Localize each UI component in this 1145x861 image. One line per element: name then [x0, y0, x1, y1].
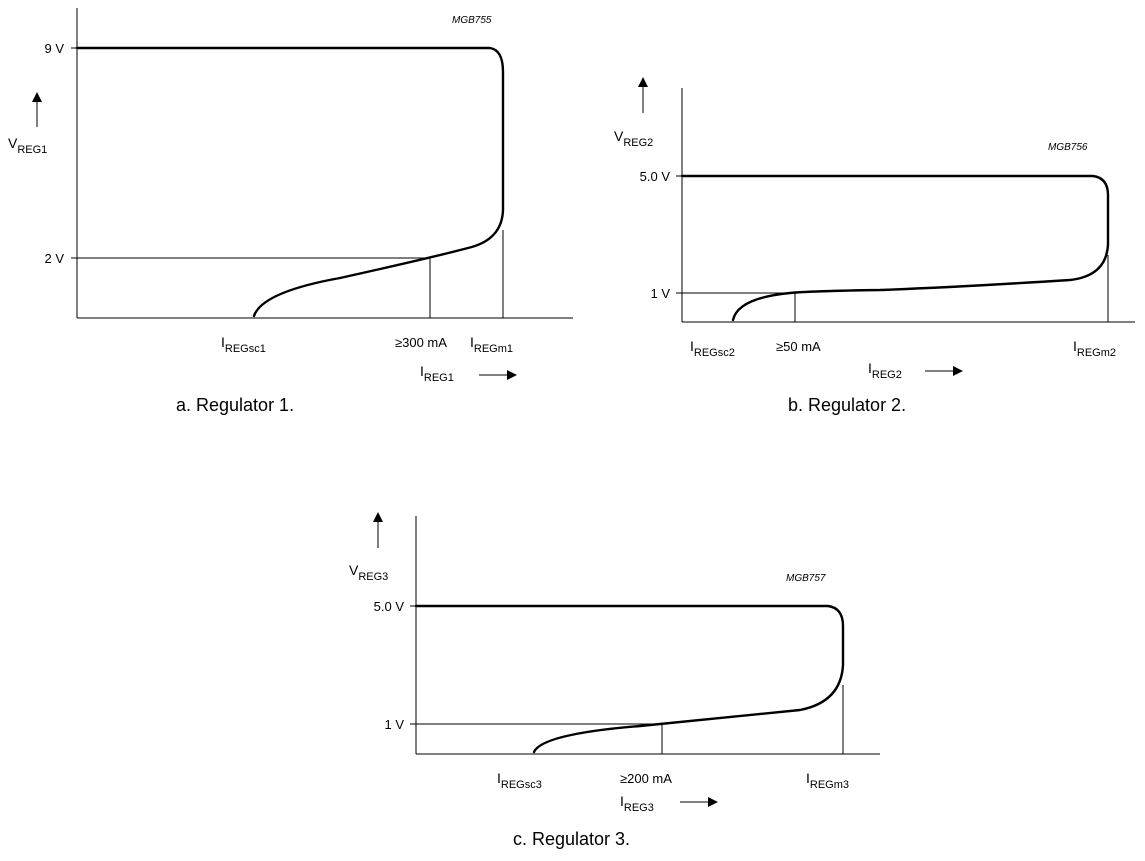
x-tick-label: IREGm3: [806, 770, 849, 791]
figure-code: MGB757: [786, 573, 826, 584]
characteristic-curve: [680, 174, 1110, 322]
figure-caption: c. Regulator 3.: [513, 829, 630, 849]
x-tick-label: IREGm2: [1073, 338, 1116, 359]
y-tick-label: 5.0 V: [374, 599, 405, 614]
x-tick-label: IREGsc2: [690, 338, 735, 359]
characteristic-curve: [414, 604, 845, 754]
y-axis-label: VREG1: [8, 135, 47, 156]
x-tick-label: ≥300 mA: [395, 335, 447, 350]
y-tick-label: 1 V: [384, 717, 404, 732]
x-axis-label: IREG1: [420, 363, 454, 384]
figure-caption: a. Regulator 1.: [176, 395, 294, 415]
chart-regulator-1: 9 V 2 V MGB755 VREG1 IREGsc1 ≥300 mA IRE…: [8, 8, 573, 415]
y-tick-label: 9 V: [44, 41, 64, 56]
y-tick-label: 5.0 V: [640, 169, 671, 184]
y-tick-label: 1 V: [650, 286, 670, 301]
figure-caption: b. Regulator 2.: [788, 395, 906, 415]
x-tick-label: IREGm1: [470, 334, 513, 355]
x-axis-label: IREG3: [620, 793, 654, 814]
chart-regulator-2: 5.0 V 1 V MGB756 VREG2 IREGsc2 ≥50 mA IR…: [614, 77, 1135, 415]
x-tick-label: ≥50 mA: [776, 339, 821, 354]
y-tick-label: 2 V: [44, 251, 64, 266]
x-tick-label: IREGsc1: [221, 334, 266, 355]
y-axis-label: VREG2: [614, 128, 653, 149]
x-tick-label: ≥200 mA: [620, 771, 672, 786]
figure-code: MGB755: [452, 15, 492, 26]
x-tick-label: IREGsc3: [497, 770, 542, 791]
x-axis-label: IREG2: [868, 360, 902, 381]
characteristic-curve: [75, 46, 505, 318]
y-axis-label: VREG3: [349, 562, 388, 583]
chart-regulator-3: 5.0 V 1 V MGB757 VREG3 IREGsc3 ≥200 mA I…: [349, 512, 880, 849]
figure-code: MGB756: [1048, 142, 1088, 153]
